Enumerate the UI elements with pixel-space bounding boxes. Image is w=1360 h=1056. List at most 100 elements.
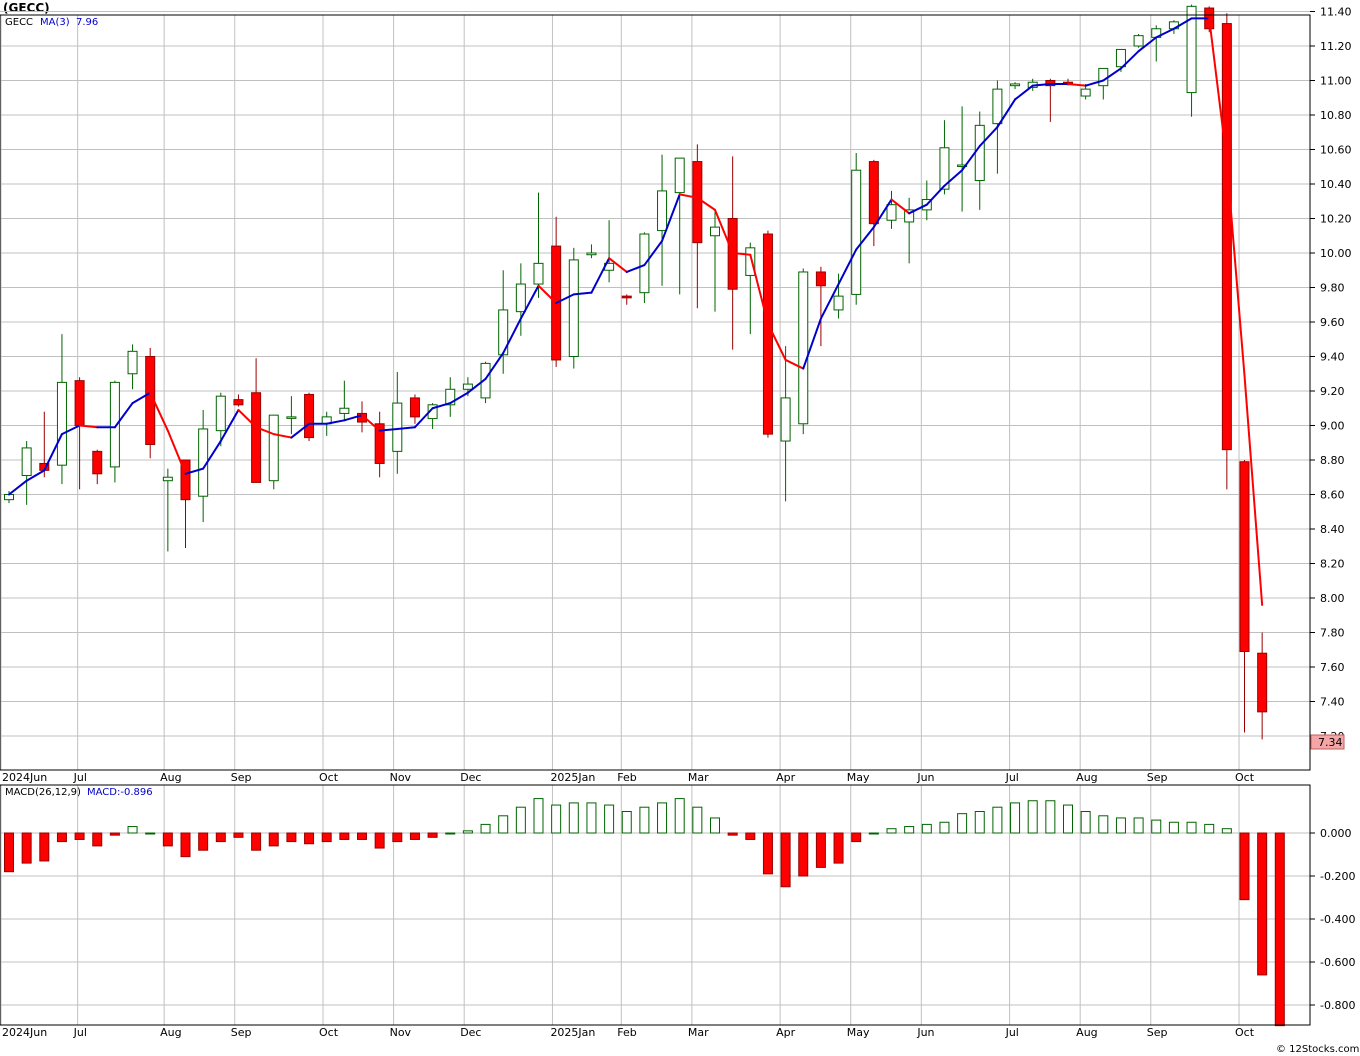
chart-title: (GECC): [3, 1, 50, 15]
credit-text: © 12Stocks.com: [1276, 1044, 1359, 1055]
ma-line-segment: [943, 169, 964, 187]
price-y-tick-label: 8.00: [1320, 592, 1345, 605]
macd-bar: [1257, 832, 1268, 976]
ma-line-segment: [325, 419, 346, 425]
ma-line-segment: [537, 284, 558, 305]
price-y-axis: 7.207.407.607.808.008.208.408.608.809.00…: [1310, 6, 1352, 743]
candle-body: [304, 393, 315, 439]
candle-body: [286, 416, 297, 419]
ma-line-segment: [449, 391, 469, 405]
x-tick-label-top: Oct: [319, 771, 339, 784]
macd-bar: [1151, 819, 1162, 834]
ma-line-segment: [502, 317, 522, 355]
macd-bar: [92, 832, 103, 847]
macd-bar: [268, 832, 279, 847]
macd-bar: [374, 832, 385, 849]
x-tick-label-bottom: May: [847, 1026, 870, 1039]
candle-body: [939, 147, 950, 190]
macd-legend-label: MACD(26,12,9): [5, 787, 81, 798]
ma-line-segment: [996, 98, 1017, 129]
x-tick-label-bottom: Nov: [390, 1026, 412, 1039]
candle-body: [1098, 67, 1109, 87]
candle-body: [815, 271, 826, 287]
candle-body: [409, 397, 420, 418]
macd-bar: [39, 832, 50, 862]
x-tick-label-bottom: Aug: [1076, 1026, 1097, 1039]
price-y-tick-label: 7.80: [1320, 627, 1345, 640]
candle-body: [762, 233, 773, 435]
candle-body: [639, 233, 650, 294]
ma-line-segment: [219, 408, 240, 443]
macd-bar: [798, 832, 809, 877]
macd-bar: [586, 802, 597, 834]
candle-body: [127, 350, 138, 375]
price-y-tick-label: 10.40: [1320, 178, 1352, 191]
macd-bar: [692, 806, 703, 834]
macd-bar: [4, 832, 14, 873]
last-price-box: [1310, 734, 1345, 750]
ma-line-segment: [1084, 79, 1105, 87]
price-y-tick-label: 9.40: [1320, 351, 1345, 364]
candle-body: [886, 204, 897, 221]
macd-bars: [4, 798, 1285, 1027]
macd-bar: [515, 806, 526, 834]
macd-bar: [56, 832, 67, 843]
x-tick-label-top: Sep: [1147, 771, 1168, 784]
macd-bar: [198, 832, 209, 851]
ma-line-segment: [643, 239, 664, 267]
ma-line-segment: [78, 424, 99, 429]
macd-bar: [127, 826, 138, 834]
ma-line-segment: [608, 257, 628, 273]
candle-body: [339, 407, 350, 414]
ma-line-segment: [1155, 27, 1175, 39]
ma-line-segment: [855, 226, 875, 251]
x-tick-label-bottom: Oct: [1235, 1026, 1255, 1039]
ma-line-segment: [343, 414, 363, 422]
macd-bar: [868, 832, 879, 835]
ma-line-segment: [1137, 36, 1158, 53]
ma-line-segment: [131, 391, 152, 405]
ma-line-segment: [396, 426, 416, 430]
x-tick-label-top: Oct: [1235, 771, 1255, 784]
candle-body: [904, 209, 915, 223]
ma-line-segment: [519, 284, 540, 320]
candle-body: [1080, 88, 1091, 97]
candle-body: [568, 259, 579, 357]
macd-bar: [1063, 804, 1073, 834]
ma-line-segment: [484, 352, 505, 380]
macd-bar: [762, 832, 773, 875]
macd-bar: [498, 815, 509, 834]
candle-body: [1133, 35, 1144, 47]
ma-line-segment: [696, 196, 716, 211]
x-tick-label-bottom: Sep: [231, 1026, 252, 1039]
ma-line-segment: [590, 257, 611, 294]
x-tick-label-bottom: Mar: [688, 1026, 709, 1039]
macd-bar: [639, 806, 650, 834]
candle-body: [1239, 461, 1250, 652]
x-tick-label-top: Aug: [160, 771, 181, 784]
ma-line-segment: [255, 426, 275, 436]
macd-bar: [604, 804, 615, 834]
price-panel-frame: [0, 14, 1311, 771]
macd-bar: [1098, 815, 1109, 834]
macd-bar: [1133, 817, 1144, 834]
ma-line-segment: [678, 193, 699, 199]
candle-body: [674, 157, 685, 194]
candle-body: [268, 414, 279, 482]
macd-bar: [357, 832, 367, 840]
x-tick-label-top: Mar: [688, 771, 709, 784]
price-y-tick-label: 9.80: [1320, 282, 1345, 295]
macd-bar: [621, 811, 632, 834]
macd-bar: [939, 821, 950, 834]
x-tick-label-bottom: 2025Jan: [550, 1026, 595, 1039]
macd-bar: [251, 832, 262, 851]
ma-line-segment: [1208, 17, 1228, 163]
x-tick-label-bottom: Jun: [916, 1026, 934, 1039]
price-y-tick-label: 7.40: [1320, 696, 1345, 709]
ma-line-segment: [872, 198, 893, 229]
price-y-tick-label: 11.40: [1320, 6, 1352, 19]
price-y-tick-label: 9.20: [1320, 385, 1345, 398]
macd-bar: [445, 832, 456, 835]
macd-bar: [162, 832, 173, 847]
candle-body: [745, 247, 756, 276]
